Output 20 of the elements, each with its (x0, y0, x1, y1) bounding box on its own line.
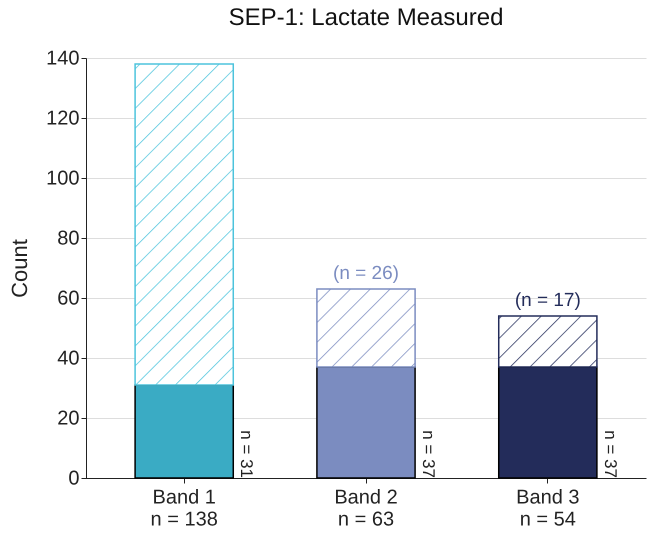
data-label: (n = 26) (332, 263, 400, 284)
y-tick-label: 0 (68, 468, 80, 490)
data-label: n = 37 (600, 430, 620, 478)
y-tick-label: 120 (46, 108, 80, 130)
y-tick-label: 100 (46, 168, 80, 190)
y-tick-label: 60 (57, 288, 80, 310)
x-tick-label: Band 1 n = 138 (150, 486, 218, 530)
x-tick-label: Band 2 n = 63 (334, 486, 398, 530)
bar (134, 384, 234, 479)
y-tick-label: 80 (57, 228, 80, 250)
y-tick-label: 140 (46, 48, 80, 70)
data-label: n = 31 (237, 430, 256, 478)
y-tick-label: 40 (57, 348, 80, 370)
data-label: (n = 17) (514, 290, 581, 311)
data-label: n = 37 (419, 430, 438, 478)
y-tick-label: 20 (57, 408, 80, 430)
chart-title: SEP-1: Lactate Measured (228, 4, 504, 31)
x-tick-label: Band 3 n = 54 (516, 486, 580, 530)
y-axis-title: Count (7, 239, 32, 298)
bar (134, 63, 234, 386)
